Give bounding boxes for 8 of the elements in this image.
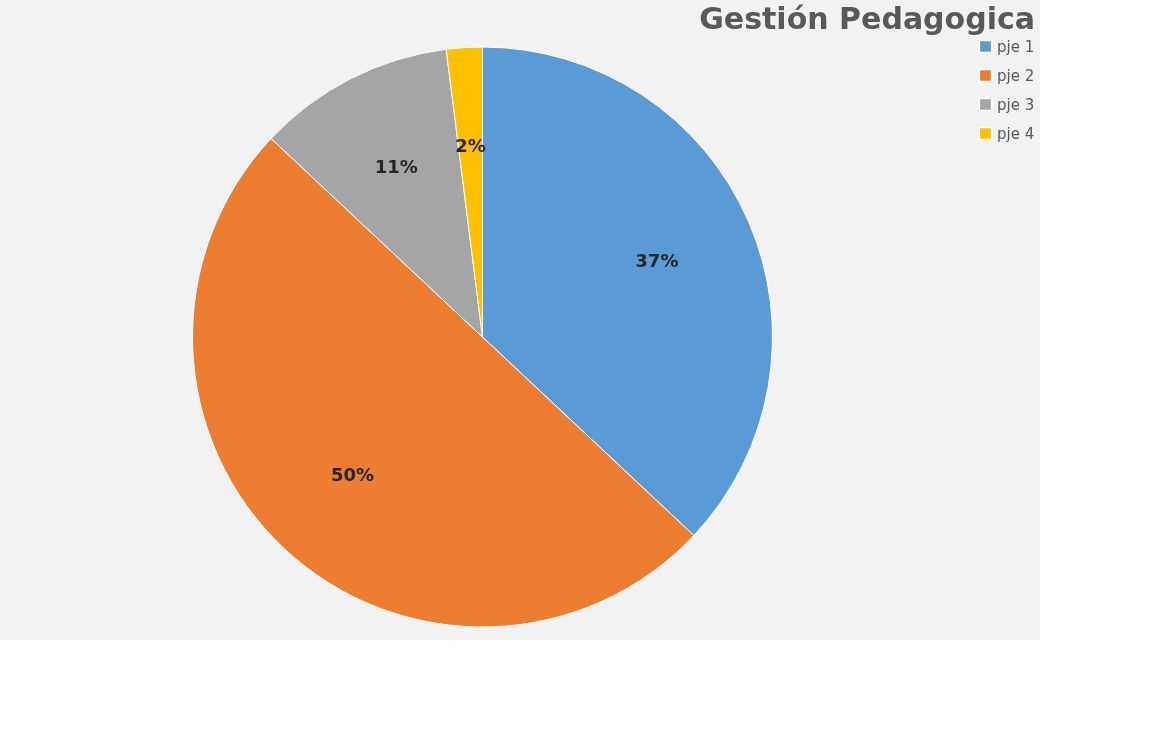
data-label: 37%: [635, 249, 679, 271]
legend-label: pje 4: [997, 124, 1035, 143]
chart-title: Gestión Pedagogica: [699, 1, 1035, 36]
data-label: 50%: [330, 463, 374, 485]
legend-label: pje 1: [997, 37, 1035, 56]
legend-label: pje 3: [997, 95, 1035, 114]
legend-label: pje 2: [997, 66, 1035, 85]
data-label: 11%: [374, 155, 418, 177]
